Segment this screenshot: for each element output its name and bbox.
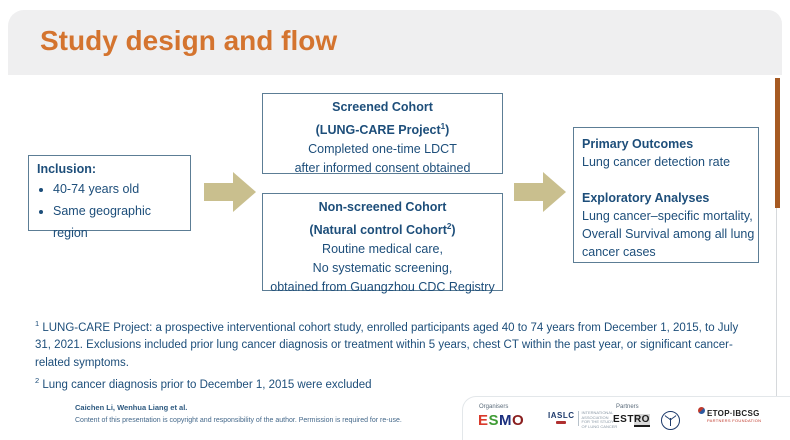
esmo-letter: M xyxy=(499,412,513,429)
subtitle-text: (LUNG-CARE Project xyxy=(315,123,441,138)
esmo-letter: S xyxy=(488,412,500,429)
inclusion-bullet-list: 40-74 years old Same geographic region xyxy=(53,178,182,244)
esmo-letter: E xyxy=(478,412,489,429)
arrow-shaft xyxy=(514,183,543,201)
etop-globe-icon xyxy=(698,407,705,414)
esmo-logo: ESMO xyxy=(478,412,524,429)
footnote-1: 1 LUNG-CARE Project: a prospective inter… xyxy=(35,315,757,372)
primary-outcomes-line: Lung cancer detection rate xyxy=(582,155,731,169)
screened-cohort-line: after informed consent obtained xyxy=(294,161,471,176)
estro-text: RO xyxy=(633,414,650,427)
flow-arrow xyxy=(514,172,566,212)
copyright-line: Content of this presentation is copyrigh… xyxy=(75,417,402,424)
iaslc-wordmark: IASLC xyxy=(548,411,575,424)
footnote-marker: 2 xyxy=(446,222,452,231)
accent-strip xyxy=(775,78,780,208)
etop-row: ETOP·IBCSG xyxy=(698,407,761,418)
footnote-marker: 2 xyxy=(35,376,40,386)
right-edge-line xyxy=(776,78,777,436)
primary-outcomes-title: Primary Outcomes xyxy=(582,137,694,151)
slide-title: Study design and flow xyxy=(40,25,338,56)
nonscreened-cohort-title: Non-screened Cohort xyxy=(318,200,447,214)
screened-cohort-title: Screened Cohort xyxy=(332,100,433,114)
authors-line: Caichen Li, Wenhua Liang et al. xyxy=(75,403,188,412)
outcomes-box: Primary Outcomes Lung cancer detection r… xyxy=(573,127,759,263)
exploratory-analyses-line: Lung cancer–specific mortality, xyxy=(582,209,753,223)
iaslc-name: IASLC xyxy=(548,411,575,420)
inclusion-bullet-item: Same geographic region xyxy=(53,200,182,244)
flow-arrow xyxy=(204,172,256,212)
nonscreened-cohort-line: Routine medical care, xyxy=(322,242,443,257)
iaslc-subtext: INTERNATIONAL ASSOCIATION FOR THE STUDY … xyxy=(581,410,618,429)
header-band: Study design and flow xyxy=(8,10,782,75)
inclusion-title: Inclusion: xyxy=(37,162,97,176)
exploratory-analyses-line: Overall Survival among all lung xyxy=(582,227,755,241)
footnotes: 1 LUNG-CARE Project: a prospective inter… xyxy=(35,315,757,395)
logos-panel: Organisers ESMO IASLC INTERNATIONAL ASSO… xyxy=(462,396,790,440)
footnote-text: Lung cancer diagnosis prior to December … xyxy=(39,379,372,392)
nonscreened-cohort-subtitle: (Natural control Cohort2) xyxy=(263,217,502,240)
etop-subtext: PARTNERS FOUNDATION xyxy=(707,418,762,423)
exploratory-analyses-title: Exploratory Analyses xyxy=(582,191,710,205)
partner-emblem-icon xyxy=(660,410,681,436)
estro-text: EST xyxy=(613,414,634,425)
screened-cohort-subtitle: (LUNG-CARE Project1) xyxy=(263,117,502,140)
nonscreened-cohort-box: Non-screened Cohort (Natural control Coh… xyxy=(262,193,503,294)
divider xyxy=(577,411,579,426)
screened-cohort-box: Screened Cohort (LUNG-CARE Project1) Com… xyxy=(262,93,503,175)
screened-cohort-line: Completed one-time LDCT xyxy=(308,142,457,157)
inclusion-box: Inclusion: 40-74 years old Same geograph… xyxy=(28,155,191,240)
iaslc-emblem-icon xyxy=(556,421,567,424)
inclusion-bullet-item: 40-74 years old xyxy=(53,178,182,200)
subtitle-text: (Natural control Cohort xyxy=(309,223,447,238)
esmo-letter: O xyxy=(512,412,525,429)
arrow-head xyxy=(233,172,256,212)
etop-ibcsg-logo: ETOP·IBCSG PARTNERS FOUNDATION xyxy=(698,407,762,423)
footnote-text: LUNG-CARE Project: a prospective interve… xyxy=(35,321,739,369)
etop-name: ETOP·IBCSG xyxy=(707,409,760,418)
nonscreened-cohort-line: obtained from Guangzhou CDC Registry xyxy=(270,280,495,295)
footnote-marker: 1 xyxy=(35,319,40,328)
organisers-label: Organisers xyxy=(479,404,509,410)
subtitle-text: ) xyxy=(451,223,456,238)
arrow-head xyxy=(543,172,566,212)
subtitle-text: ) xyxy=(445,123,450,138)
arrow-shaft xyxy=(204,183,233,201)
iaslc-logo: IASLC INTERNATIONAL ASSOCIATION FOR THE … xyxy=(548,410,618,429)
exploratory-analyses-line: cancer cases xyxy=(582,245,656,259)
footnote-2: 2 Lung cancer diagnosis prior to Decembe… xyxy=(35,372,757,394)
partners-label: Partners xyxy=(616,404,639,410)
nonscreened-cohort-line: No systematic screening, xyxy=(312,261,453,276)
footnote-marker: 1 xyxy=(440,122,446,131)
estro-logo: ESTRO xyxy=(613,414,650,427)
